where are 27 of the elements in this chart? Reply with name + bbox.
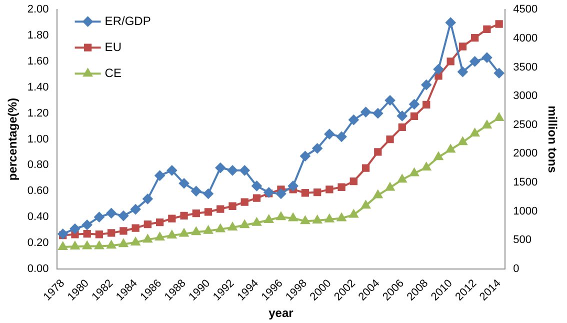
y2-tick-label: 1000 [513, 205, 538, 218]
y-tick-label: 0.80 [27, 159, 49, 172]
y2-tick-label: 0 [513, 262, 520, 275]
legend-label: ER/GDP [104, 14, 151, 28]
y-tick-label: 0.20 [27, 237, 49, 250]
y-tick-label: 0.60 [27, 185, 49, 198]
y2-tick-label: 2500 [513, 118, 538, 131]
y-tick-label: 1.00 [27, 133, 49, 146]
y-tick-label: 1.80 [27, 30, 49, 42]
y-tick-label: 0.40 [27, 211, 49, 224]
y2-tick-label: 1500 [513, 176, 538, 189]
y2-tick-label: 4000 [513, 32, 538, 44]
y-tick-label: 1.60 [27, 56, 49, 68]
y-tick-label: 0.00 [27, 262, 49, 275]
y2-tick-label: 3500 [513, 61, 538, 74]
y2-axis-title: million tons [545, 106, 560, 174]
legend-label: EU [104, 40, 122, 54]
y-tick-label: 1.20 [27, 107, 49, 120]
y-tick-label: 2.00 [27, 4, 49, 16]
y2-tick-label: 3000 [513, 90, 538, 102]
y2-tick-label: 2000 [513, 148, 538, 160]
legend-label: CE [104, 66, 122, 80]
y-tick-label: 1.40 [27, 81, 49, 94]
x-axis-title: year [268, 306, 294, 320]
y-axis-title: percentage(%) [6, 98, 20, 181]
y2-tick-label: 4500 [513, 4, 538, 16]
y2-tick-label: 500 [513, 234, 532, 246]
